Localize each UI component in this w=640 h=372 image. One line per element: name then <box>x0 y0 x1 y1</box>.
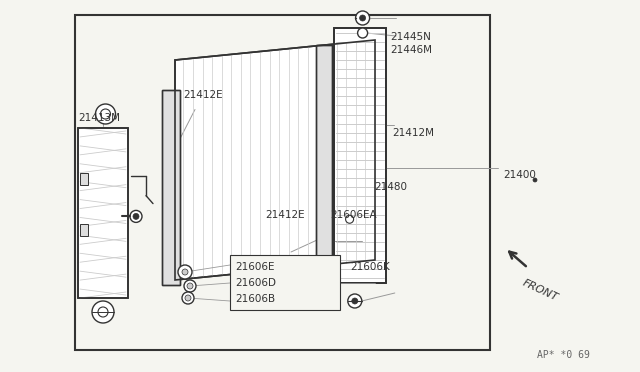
Circle shape <box>98 307 108 317</box>
Text: 21400: 21400 <box>503 170 536 180</box>
Text: 21606EA: 21606EA <box>330 210 376 220</box>
Bar <box>75 15 490 350</box>
Circle shape <box>358 28 367 38</box>
Bar <box>162 90 180 285</box>
Text: 21445N: 21445N <box>390 32 431 42</box>
Circle shape <box>352 298 358 304</box>
Bar <box>316 45 332 275</box>
Text: 21606E: 21606E <box>235 262 275 272</box>
Circle shape <box>133 214 139 219</box>
Circle shape <box>182 292 194 304</box>
Circle shape <box>187 283 193 289</box>
Bar <box>78 128 128 298</box>
Text: 21606D: 21606D <box>235 278 276 288</box>
Bar <box>316 45 332 275</box>
Bar <box>78 128 128 298</box>
Bar <box>230 255 340 310</box>
Circle shape <box>533 178 537 182</box>
Circle shape <box>100 109 111 119</box>
Bar <box>162 90 180 285</box>
Circle shape <box>178 265 192 279</box>
Circle shape <box>346 215 354 223</box>
Text: 21606K: 21606K <box>350 262 390 272</box>
Circle shape <box>348 294 362 308</box>
Polygon shape <box>175 40 375 280</box>
Circle shape <box>356 11 370 25</box>
Text: 21446M: 21446M <box>390 45 432 55</box>
Bar <box>80 173 88 185</box>
Circle shape <box>185 295 191 301</box>
Bar <box>334 28 386 283</box>
Text: 21413M: 21413M <box>78 113 120 123</box>
Polygon shape <box>175 40 375 280</box>
Circle shape <box>182 269 188 275</box>
Text: 21606B: 21606B <box>235 294 275 304</box>
Bar <box>334 28 386 283</box>
Text: 21412E: 21412E <box>265 210 305 220</box>
Bar <box>80 224 88 236</box>
Text: FRONT: FRONT <box>521 278 559 303</box>
Circle shape <box>95 104 115 124</box>
Circle shape <box>130 211 142 222</box>
Circle shape <box>92 301 114 323</box>
Circle shape <box>184 280 196 292</box>
Circle shape <box>360 15 365 21</box>
Text: 21412M: 21412M <box>392 128 434 138</box>
Text: 21412E: 21412E <box>183 90 223 100</box>
Text: AP* *0 69: AP* *0 69 <box>537 350 590 360</box>
Text: 21480: 21480 <box>374 182 407 192</box>
